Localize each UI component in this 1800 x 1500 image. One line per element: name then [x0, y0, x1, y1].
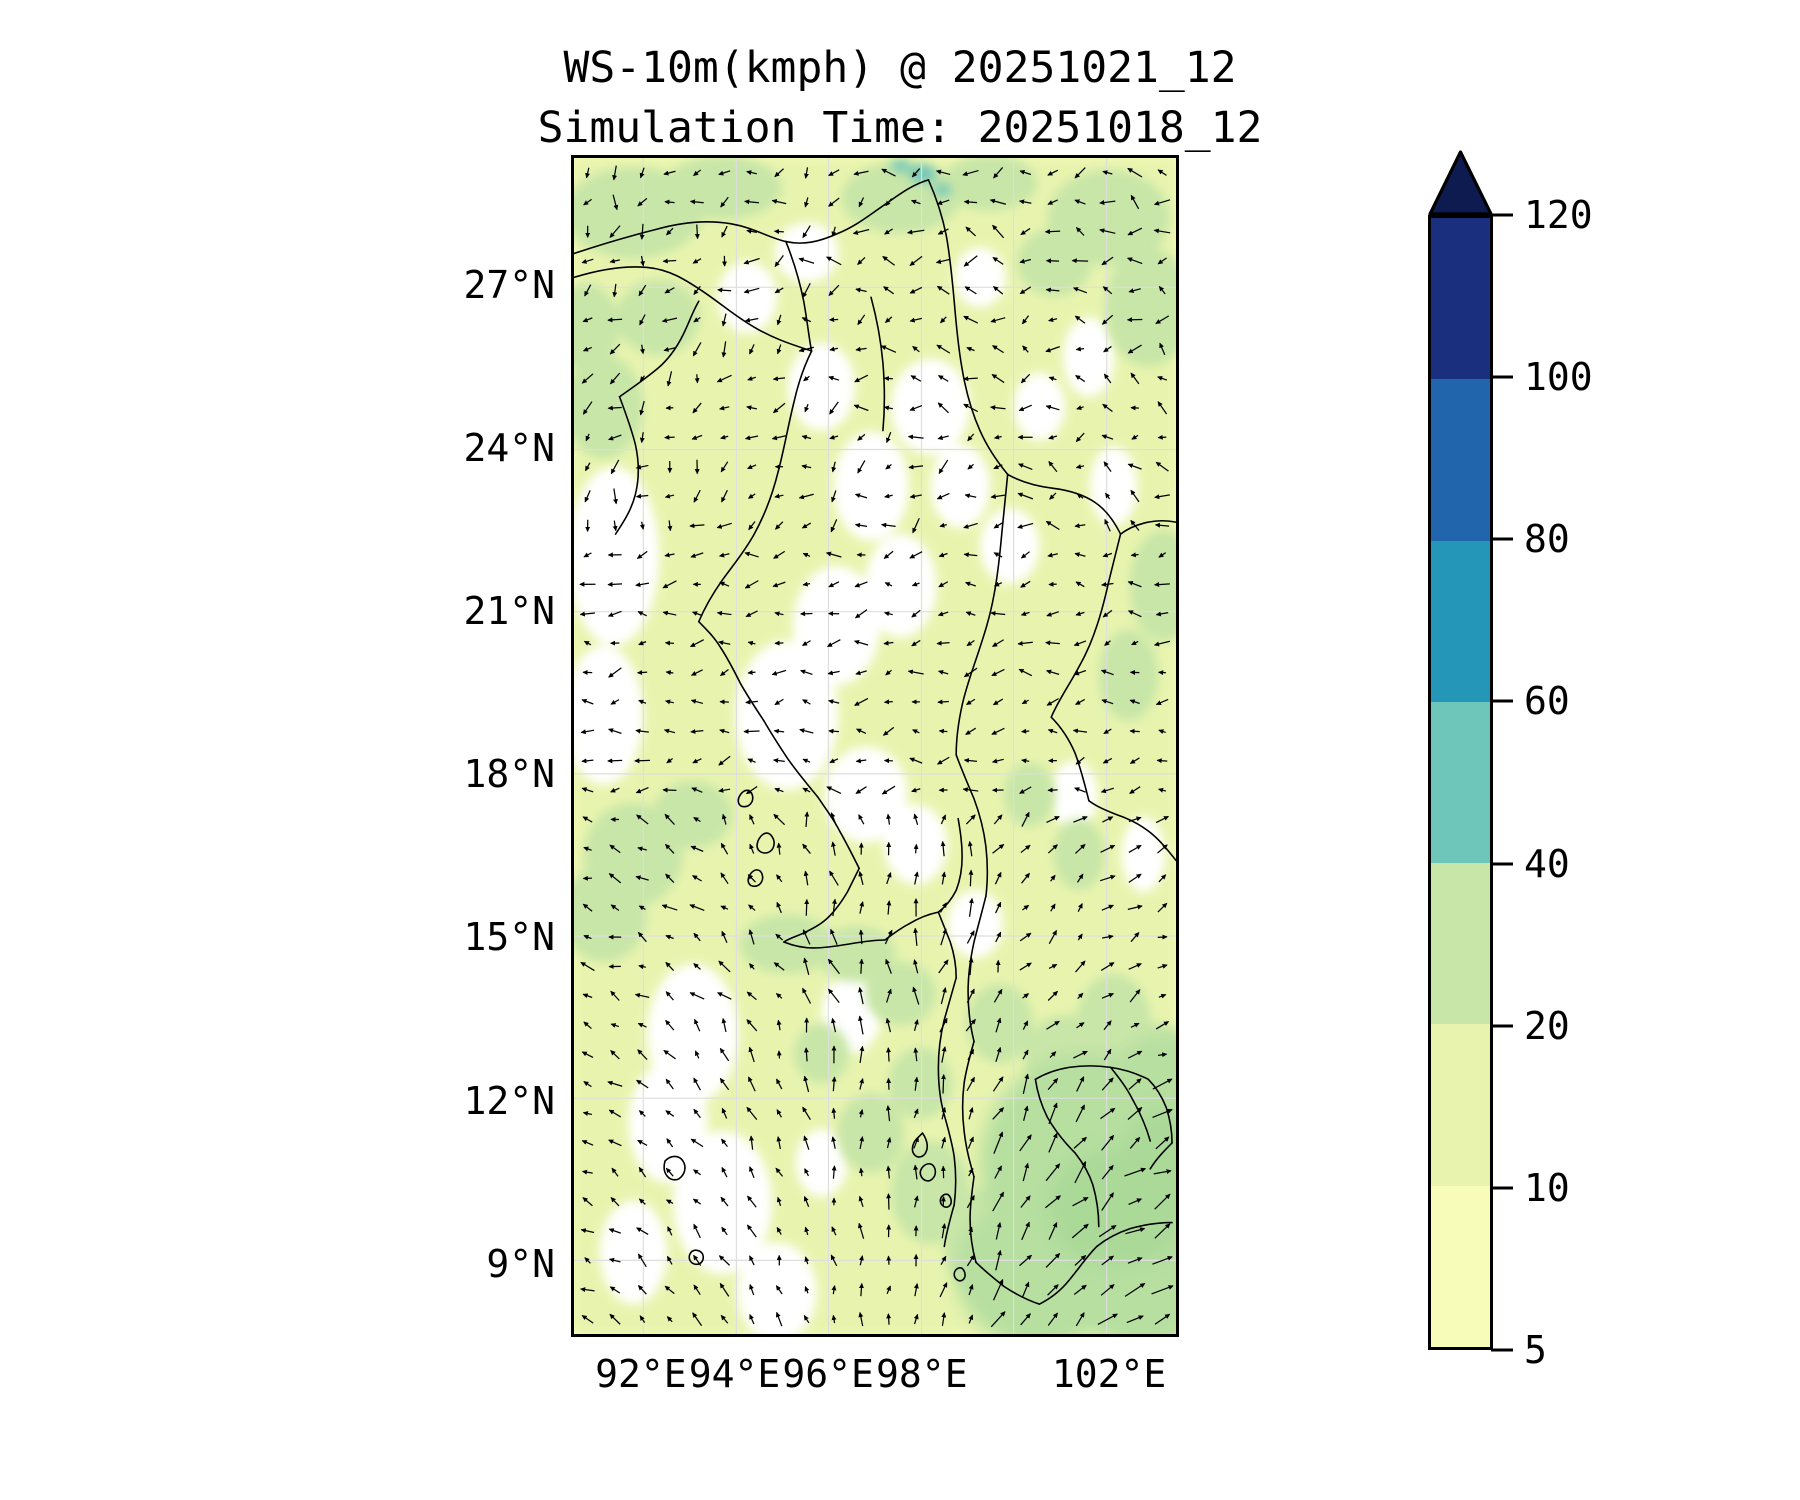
- ytick-18n: 18°N: [463, 752, 555, 797]
- cbar-seg-60-80: [1431, 540, 1490, 702]
- cbar-tick-60: [1491, 699, 1513, 703]
- cbar-tick-120: [1491, 213, 1513, 217]
- xtick-98e: 98°E: [876, 1352, 968, 1396]
- cbar-tick-5: [1491, 1348, 1513, 1352]
- ytick-12n: 12°N: [463, 1078, 555, 1123]
- cbar-seg-20-40: [1431, 863, 1490, 1025]
- ytick-21n: 21°N: [463, 589, 555, 634]
- title-line-1: WS-10m(kmph) @ 20251021_12: [563, 43, 1237, 93]
- chart-title: WS-10m(kmph) @ 20251021_12 Simulation Ti…: [0, 38, 1800, 158]
- cbar-tick-100: [1491, 375, 1513, 379]
- x-axis-tick-labels: 92°E 94°E 96°E 98°E 102°E: [571, 1352, 1179, 1412]
- title-line-2: Simulation Time: 20251018_12: [537, 103, 1263, 153]
- cbar-label-20: 20: [1524, 1004, 1570, 1048]
- map-plot-area[interactable]: [571, 155, 1179, 1337]
- cbar-tick-20: [1491, 1024, 1513, 1028]
- cbar-label-10: 10: [1524, 1166, 1570, 1210]
- cbar-label-120: 120: [1524, 193, 1593, 237]
- cbar-tick-80: [1491, 537, 1513, 541]
- wind-speed-shading: [574, 158, 1176, 1334]
- ytick-24n: 24°N: [463, 426, 555, 471]
- cbar-tick-40: [1491, 862, 1513, 866]
- colorbar[interactable]: 120 100 80 60 40 20 10 5: [1420, 150, 1760, 1372]
- ytick-9n: 9°N: [486, 1241, 555, 1286]
- wind-vector-arrows: [579, 165, 1174, 1328]
- xtick-94e: 94°E: [688, 1352, 781, 1396]
- cbar-seg-10-20: [1431, 1024, 1490, 1186]
- cbar-label-40: 40: [1524, 842, 1570, 886]
- cbar-seg-80-100: [1431, 379, 1490, 541]
- cbar-label-60: 60: [1524, 679, 1570, 723]
- cbar-label-100: 100: [1524, 355, 1593, 399]
- y-axis-tick-labels: 27°N 24°N 21°N 18°N 15°N 12°N 9°N: [210, 155, 555, 1337]
- cbar-label-5: 5: [1524, 1328, 1547, 1372]
- cbar-label-80: 80: [1524, 517, 1570, 561]
- ytick-15n: 15°N: [463, 915, 555, 960]
- colorbar-gradient[interactable]: [1428, 215, 1493, 1350]
- cbar-tick-10: [1491, 1186, 1513, 1190]
- ytick-27n: 27°N: [463, 263, 555, 308]
- cbar-seg-100-120: [1431, 218, 1490, 380]
- cbar-seg-5-10: [1431, 1185, 1490, 1347]
- xtick-102e: 102°E: [1051, 1352, 1167, 1396]
- colorbar-extend-arrow: [1428, 150, 1493, 216]
- cbar-seg-40-60: [1431, 701, 1490, 864]
- xtick-96e: 96°E: [782, 1352, 874, 1396]
- map-inner: [574, 158, 1176, 1334]
- xtick-92e: 92°E: [595, 1352, 687, 1396]
